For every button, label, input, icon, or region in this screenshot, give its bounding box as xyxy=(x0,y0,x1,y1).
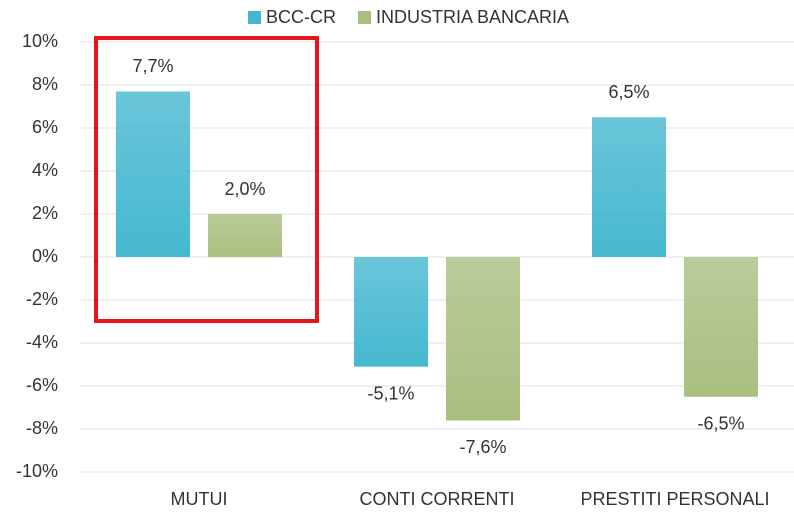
bar xyxy=(354,257,428,367)
data-label: 2,0% xyxy=(224,179,265,199)
x-tick-label: MUTUI xyxy=(171,489,228,509)
y-tick-label: 4% xyxy=(32,160,58,180)
bar xyxy=(684,257,758,397)
data-label: -7,6% xyxy=(459,437,506,457)
data-label: 6,5% xyxy=(608,82,649,102)
highlight-box xyxy=(94,36,319,323)
y-tick-label: 6% xyxy=(32,117,58,137)
x-tick-label: CONTI CORRENTI xyxy=(360,489,515,509)
y-tick-label: -4% xyxy=(26,332,58,352)
bar xyxy=(446,257,520,421)
bar xyxy=(116,91,190,257)
legend-label: INDUSTRIA BANCARIA xyxy=(376,7,569,27)
y-tick-label: 8% xyxy=(32,74,58,94)
y-tick-label: -6% xyxy=(26,375,58,395)
y-tick-label: -2% xyxy=(26,289,58,309)
y-tick-label: -10% xyxy=(16,461,58,481)
legend-label: BCC-CR xyxy=(266,7,336,27)
data-label: -6,5% xyxy=(697,414,744,434)
data-label: 7,7% xyxy=(132,56,173,76)
bar xyxy=(592,117,666,257)
y-tick-label: 10% xyxy=(22,31,58,51)
legend-swatch xyxy=(358,11,371,24)
bar xyxy=(208,214,282,257)
x-tick-label: PRESTITI PERSONALI xyxy=(580,489,769,509)
y-tick-label: 2% xyxy=(32,203,58,223)
y-tick-label: 0% xyxy=(32,246,58,266)
legend-swatch xyxy=(248,11,261,24)
y-tick-label: -8% xyxy=(26,418,58,438)
data-label: -5,1% xyxy=(367,383,414,403)
